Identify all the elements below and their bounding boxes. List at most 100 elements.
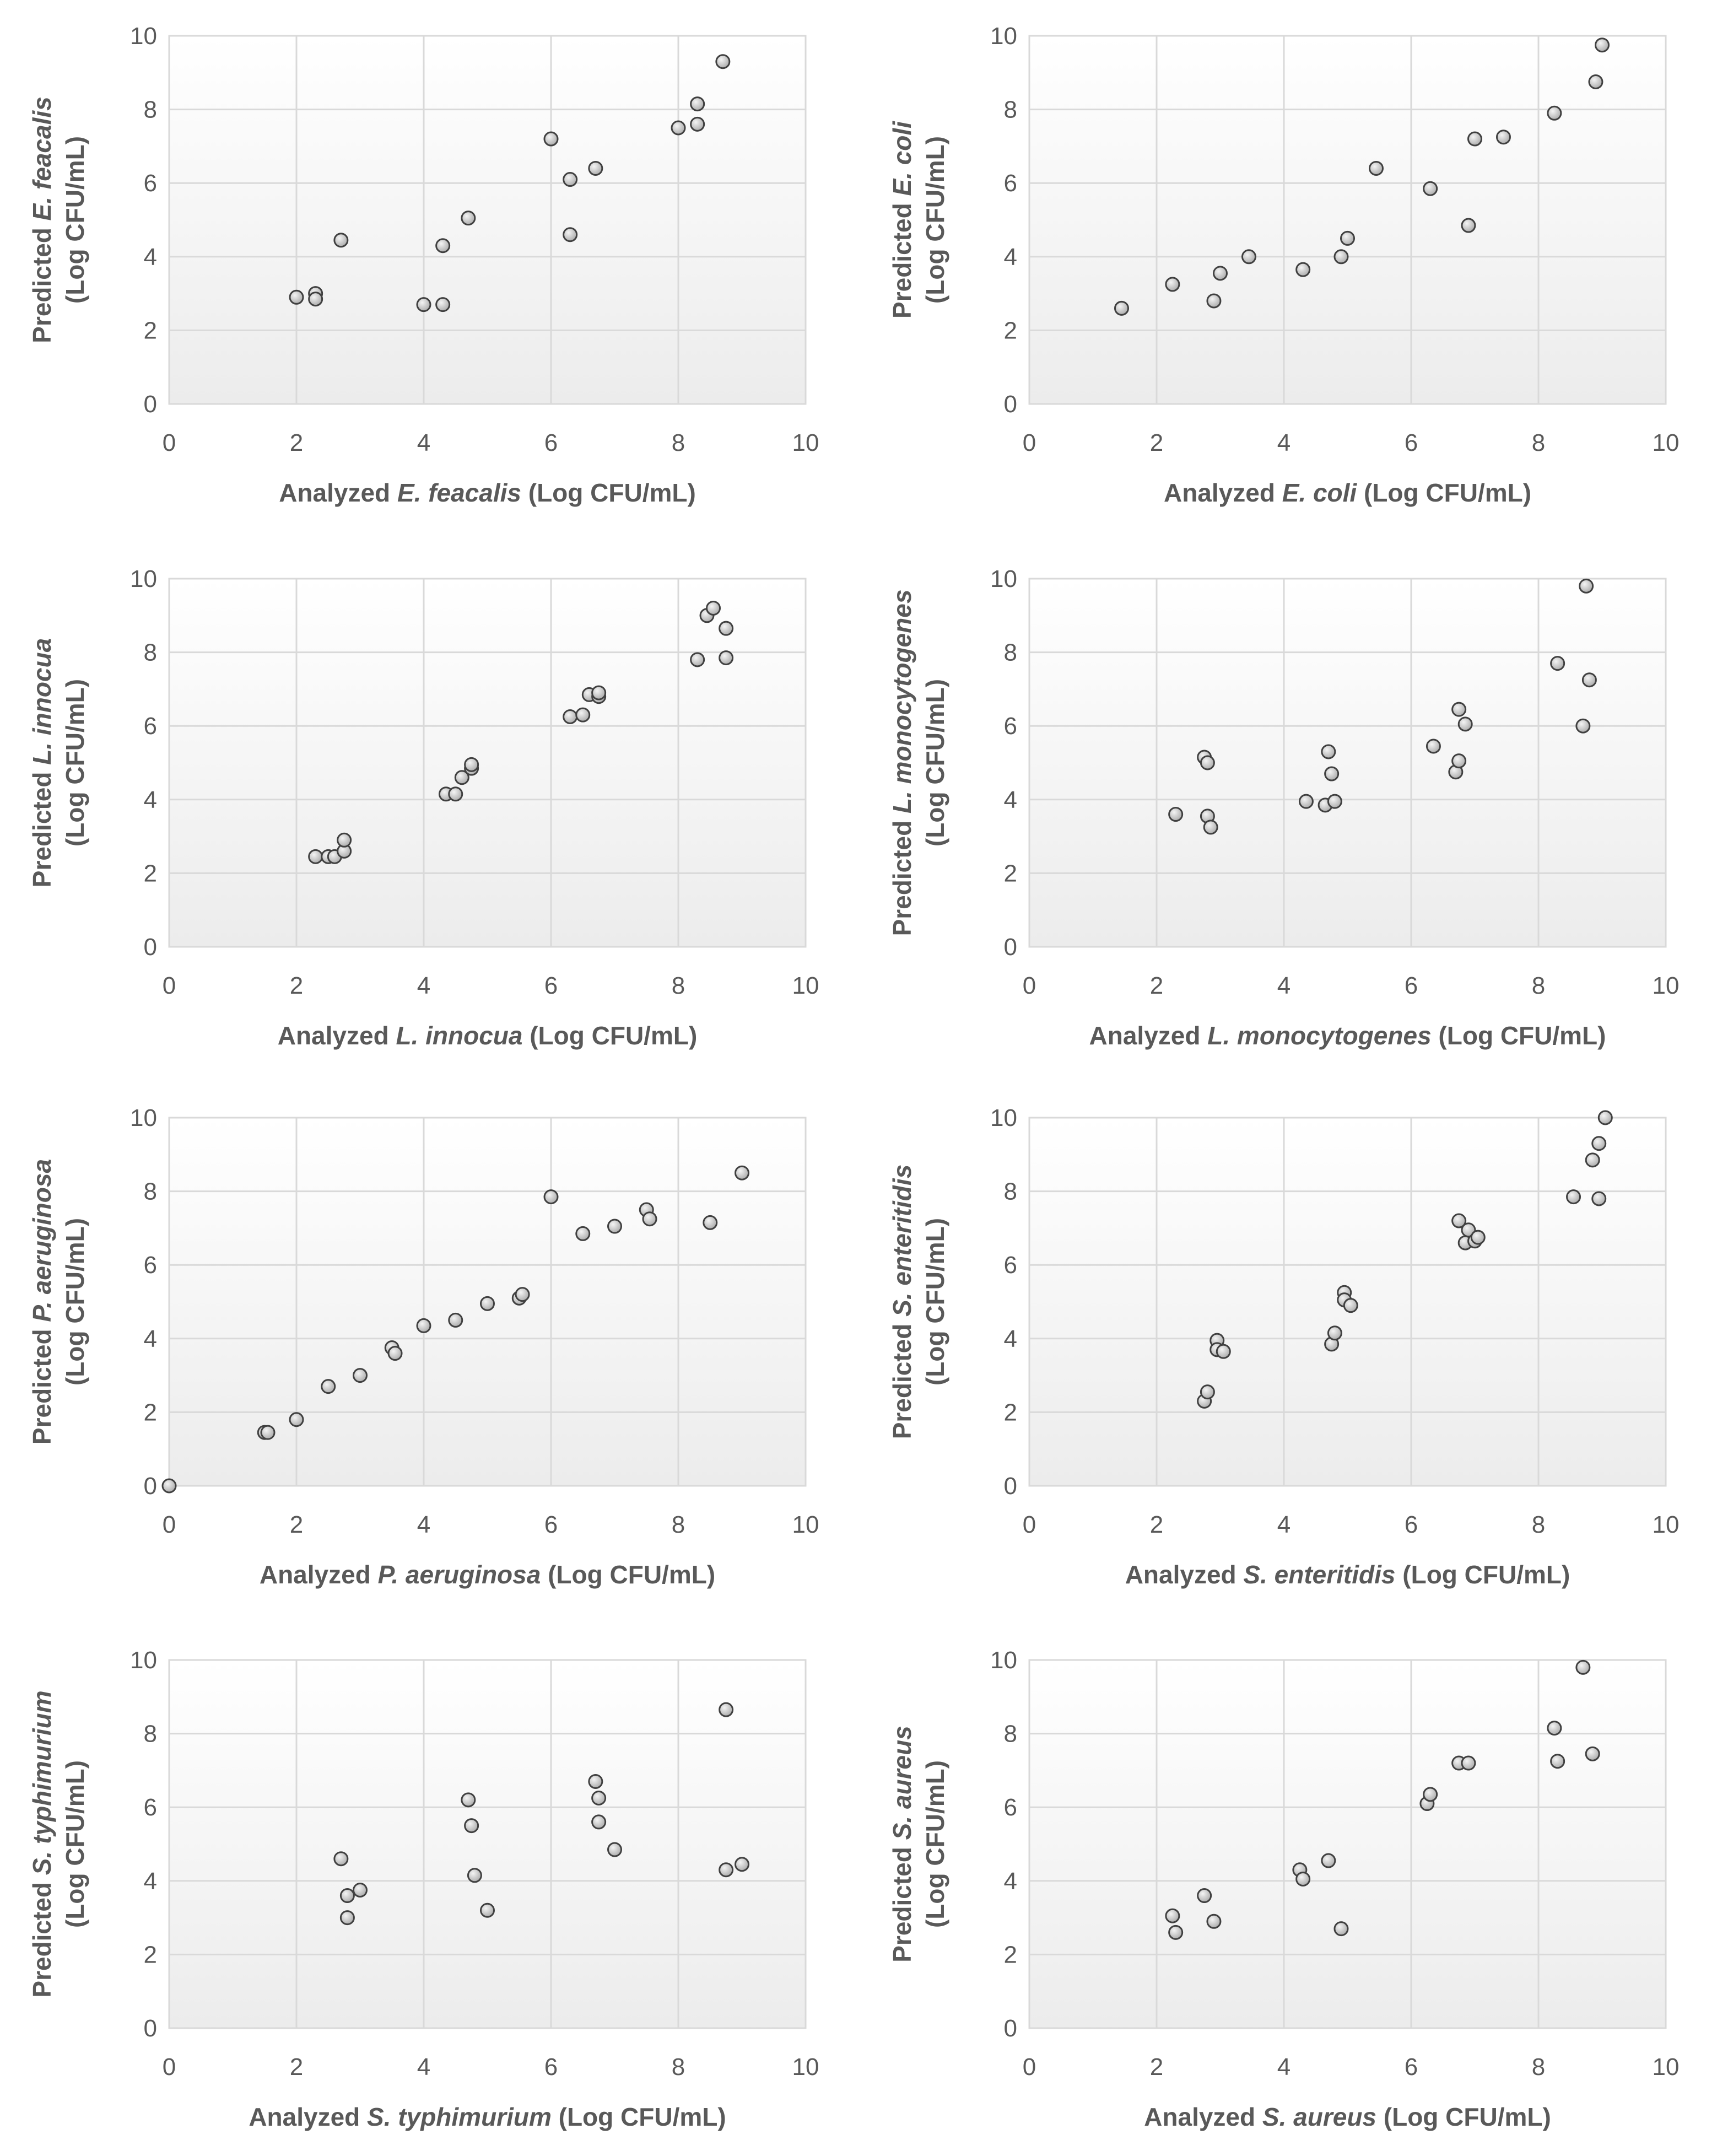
x-axis-title-organism: P. aeruginosa [378, 1560, 541, 1589]
x-tick-label: 8 [672, 1511, 685, 1538]
data-point [1467, 131, 1482, 147]
data-point [1547, 105, 1562, 121]
y-axis-title-units: (Log CFU/mL) [921, 679, 949, 847]
data-point [1550, 656, 1565, 671]
chart-l-innocua: 0 2 4 6 8 10 0 2 4 6 8 10 Analyzed L. innocua (Log C… [28, 565, 819, 1050]
x-axis-title-post: (Log CFU/mL) [1396, 1560, 1570, 1589]
x-tick-label: 8 [672, 2053, 685, 2080]
data-point [543, 1189, 559, 1205]
x-tick-label: 0 [1023, 2053, 1036, 2080]
data-point [735, 1857, 749, 1872]
data-point [289, 1412, 304, 1427]
data-point [719, 1702, 734, 1717]
y-tick-label: 6 [144, 170, 157, 197]
x-tick-label: 8 [1532, 972, 1545, 999]
y-tick-label: 8 [1004, 639, 1017, 666]
data-point [1461, 1222, 1476, 1238]
y-axis-title-pre: Predicted [28, 1322, 56, 1444]
x-axis-title-pre: Analyzed [1089, 1021, 1208, 1050]
data-point [1550, 1754, 1565, 1769]
data-point [690, 96, 705, 112]
chart-e-feacalis: 0 2 4 6 8 10 0 2 4 6 8 10 Analyzed E. feacalis (Log … [28, 23, 819, 507]
y-axis-title-units: (Log CFU/mL) [61, 136, 89, 304]
x-axis-title-pre: Analyzed [279, 478, 397, 507]
data-point [1241, 249, 1256, 265]
y-tick-label: 10 [990, 23, 1017, 50]
data-point [1298, 794, 1314, 809]
data-point [333, 1851, 349, 1867]
chart-s-aureus: 0 2 4 6 8 10 0 2 4 6 8 10 Analyzed S. aureus (Log CF… [888, 1647, 1679, 2131]
y-tick-label: 0 [1004, 2015, 1017, 2042]
x-tick-label: 10 [792, 1511, 819, 1538]
x-tick-label: 0 [163, 429, 176, 456]
data-point [1197, 1888, 1212, 1904]
x-tick-label: 2 [1150, 2053, 1163, 2080]
x-axis-title-pre: Analyzed [1125, 1560, 1244, 1589]
plot-area [1029, 1660, 1666, 2028]
data-point [1206, 293, 1222, 309]
y-tick-label: 6 [1004, 713, 1017, 740]
y-axis-title-organism: S. typhimurium [28, 1690, 56, 1875]
y-tick-label: 2 [144, 1941, 157, 1968]
data-point [607, 1842, 622, 1857]
x-tick-label: 0 [1023, 1511, 1036, 1538]
x-tick-label: 10 [792, 429, 819, 456]
data-point [435, 238, 451, 254]
data-point [1321, 744, 1336, 759]
y-axis-title-units: (Log CFU/mL) [61, 679, 89, 847]
x-tick-label: 4 [417, 972, 430, 999]
x-axis-title-pre: Analyzed [260, 1560, 378, 1589]
data-point [308, 292, 323, 307]
data-point [690, 116, 705, 132]
x-tick-label: 4 [1277, 972, 1291, 999]
data-point [480, 1296, 495, 1311]
y-axis-title-pre: Predicted [888, 196, 916, 319]
y-tick-label: 4 [144, 786, 157, 813]
data-point [337, 832, 352, 848]
x-tick-label: 6 [544, 1511, 558, 1538]
data-point [703, 1215, 718, 1230]
plot-border [1028, 578, 1667, 948]
y-tick-label: 6 [1004, 1794, 1017, 1821]
data-point [563, 227, 578, 242]
data-point [321, 1379, 336, 1394]
data-point [289, 289, 304, 305]
x-tick-label: 10 [1653, 429, 1680, 456]
y-axis-title-pre: Predicted [888, 1317, 916, 1439]
x-tick-label: 10 [1653, 972, 1680, 999]
data-point [461, 211, 476, 226]
data-point [416, 1318, 431, 1333]
data-point [1585, 1746, 1600, 1761]
x-axis-title: Analyzed S. typhimurium (Log CFU/mL) [249, 2103, 726, 2131]
y-tick-label: 10 [130, 1647, 157, 1674]
y-tick-label: 0 [144, 391, 157, 418]
data-point [435, 297, 451, 312]
data-point [543, 131, 559, 147]
data-point [1451, 1213, 1467, 1228]
data-point [1461, 218, 1476, 233]
y-axis-title-organism: S. enteritidis [888, 1165, 916, 1317]
data-point [1343, 1298, 1358, 1313]
x-axis-title-post: (Log CFU/mL) [541, 1560, 715, 1589]
y-tick-label: 6 [144, 1794, 157, 1821]
x-axis-title: Analyzed L. innocua (Log CFU/mL) [278, 1021, 698, 1050]
data-point [387, 1346, 403, 1361]
data-point [642, 1211, 657, 1227]
y-tick-label: 0 [1004, 391, 1017, 418]
x-tick-label: 2 [290, 2053, 303, 2080]
x-tick-label: 6 [1405, 429, 1418, 456]
y-tick-label: 0 [144, 1473, 157, 1500]
y-tick-label: 6 [144, 1252, 157, 1279]
y-axis-title-pre: Predicted [888, 1840, 916, 1962]
y-axis-title: Predicted P. aeruginosa [28, 1159, 56, 1444]
y-tick-label: 0 [144, 2015, 157, 2042]
data-point [448, 1312, 463, 1328]
y-tick-label: 8 [144, 639, 157, 666]
data-point [1321, 1853, 1336, 1868]
x-tick-label: 4 [417, 2053, 430, 2080]
data-point [719, 650, 734, 666]
y-tick-label: 6 [144, 713, 157, 740]
x-axis-title-pre: Analyzed [1164, 478, 1282, 507]
data-point [1451, 753, 1467, 769]
